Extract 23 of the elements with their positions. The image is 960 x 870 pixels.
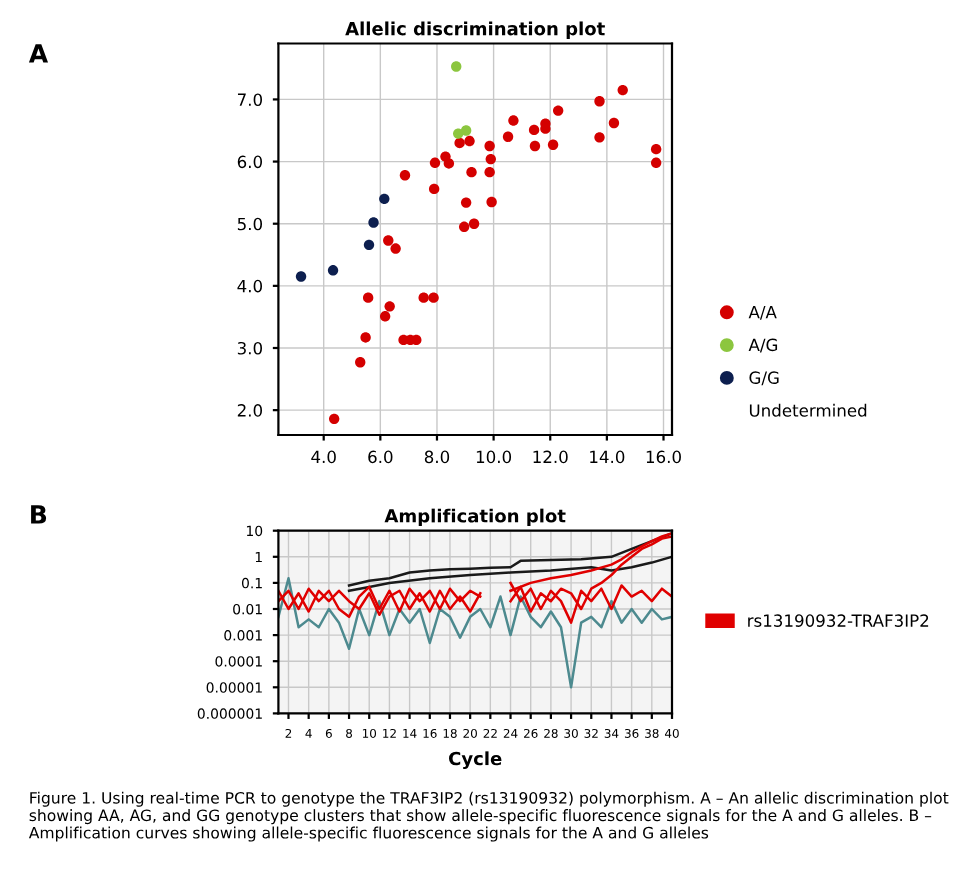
x-tick-label: 4.0 (311, 450, 336, 464)
x-axis-title: Cycle (449, 751, 502, 769)
x-tick-label: 14.0 (590, 450, 625, 464)
y-tick-label: 4.0 (237, 279, 263, 293)
x-tick-label: 16.0 (646, 450, 681, 464)
x-tick-label: 6.0 (368, 450, 393, 464)
y-tick-label: 3.0 (237, 341, 263, 355)
legend-label: A/G (748, 338, 778, 353)
x-tick-label: 12.0 (533, 450, 568, 464)
legend-label: rs13190932-TRAF3IP2 (748, 614, 929, 627)
chart-title: Allelic discrimination plot (345, 21, 605, 39)
text: A (28, 44, 49, 63)
text: B (31, 505, 47, 524)
legend-label: A/A (748, 305, 777, 320)
x-tick-label: 10.0 (476, 450, 512, 464)
legend-label: G/G (749, 371, 779, 386)
y-tick-label: 6.0 (237, 155, 263, 169)
text: Undetermined (749, 403, 867, 417)
chart-title: Amplification plot (384, 508, 566, 527)
y-tick-label: 2.0 (237, 404, 263, 417)
x-tick-label: 8.0 (424, 450, 450, 464)
y-tick-label: 7.0 (237, 93, 263, 106)
y-tick-label: 5.0 (237, 217, 263, 231)
